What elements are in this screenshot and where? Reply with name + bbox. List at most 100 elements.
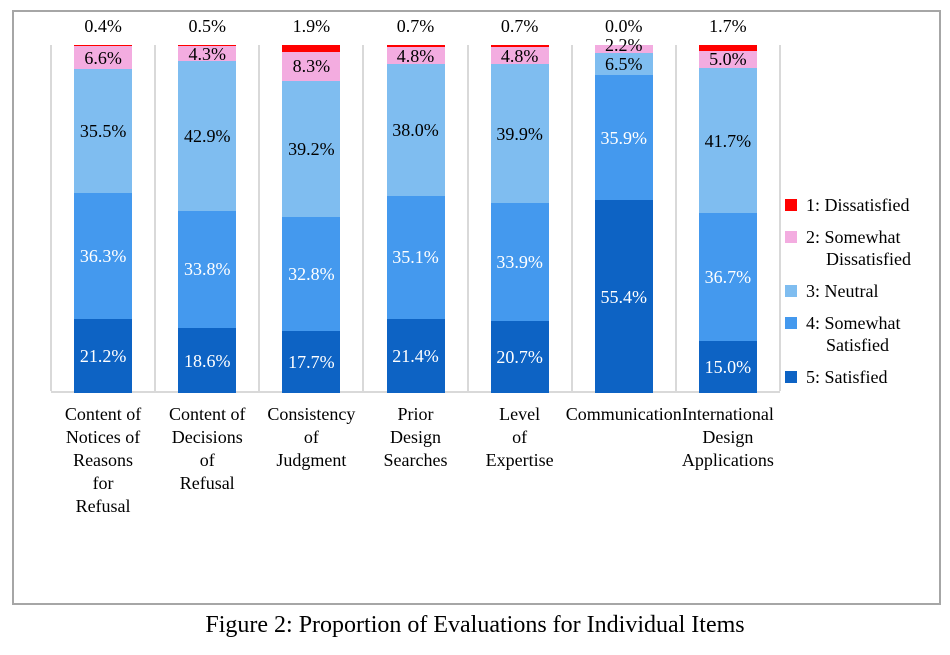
category-label-line: of [199, 450, 215, 470]
legend-label-line: 5: Satisfied [806, 367, 888, 387]
data-label-series5: 21.4% [392, 345, 439, 366]
legend-swatch-icon [785, 317, 797, 329]
data-label-series4: 35.1% [392, 247, 439, 268]
bar-3: 17.7% 32.8% 39.2% 8.3% 1.9% [282, 16, 341, 393]
legend-item-4: 4: Somewhat Satisfied [785, 312, 941, 356]
data-label-series3: 38.0% [392, 120, 439, 141]
figure-caption: Figure 2: Proportion of Evaluations for … [205, 612, 745, 638]
segment-series5 [178, 328, 237, 393]
bar-7: 15.0% 36.7% 41.7% 5.0% 1.7% [698, 16, 757, 393]
segment-series4 [490, 202, 549, 321]
data-label-series2: 4.8% [500, 45, 539, 66]
category-label-4: Prior Design Searches [354, 403, 478, 472]
segment-series2 [74, 46, 133, 70]
segment-series1 [178, 44, 237, 47]
data-label-series2: 6.6% [84, 47, 122, 68]
data-label-series1: 0.0% [605, 16, 643, 36]
legend-label: 5: Satisfied [806, 366, 888, 388]
gridline [466, 45, 469, 391]
data-label-series2: 2.2% [605, 35, 643, 55]
segment-series3 [698, 67, 757, 214]
segment-series3 [386, 64, 445, 197]
data-label-series5: 55.4% [600, 286, 648, 307]
category-label-1: Content of Notices of Reasons for Refusal [41, 403, 165, 518]
data-label-series4: 32.8% [288, 264, 335, 285]
data-label-series3: 35.5% [79, 121, 127, 142]
data-label-series4: 35.9% [600, 127, 648, 148]
segment-series3 [490, 64, 549, 203]
category-label-line: of [303, 427, 319, 447]
data-label-series5: 18.6% [183, 350, 231, 371]
data-label-series3: 6.5% [605, 53, 643, 74]
category-label-line: Communication [565, 404, 682, 424]
segment-series5 [490, 320, 549, 393]
segment-series5 [74, 319, 133, 393]
segment-series1 [386, 45, 445, 48]
category-label-3: Consistency of Judgment [249, 403, 373, 472]
legend-swatch-icon [785, 231, 797, 243]
gridline [154, 45, 157, 391]
category-label-line: Notices of [65, 427, 141, 447]
category-label-line: Refusal [75, 496, 131, 516]
category-label-2: Content of Decisions of Refusal [145, 403, 269, 495]
category-label-line: Refusal [179, 473, 235, 493]
bar-4: 21.4% 35.1% 38.0% 4.8% 0.7% [386, 16, 445, 393]
category-label-line: Applications [681, 450, 774, 470]
segment-series1 [282, 45, 341, 52]
segment-series3 [594, 52, 653, 76]
category-label-line: Searches [383, 450, 448, 470]
data-label-series3: 41.7% [704, 130, 752, 151]
legend-label-line: 4: Somewhat [806, 313, 901, 333]
segment-series2 [594, 45, 653, 53]
segment-series1 [74, 45, 133, 47]
data-label-series1: 0.7% [396, 16, 435, 36]
legend: 1: Dissatisfied 2: Somewhat Dissatisfied 3:… [785, 194, 941, 398]
data-label-series1: 1.7% [709, 16, 747, 36]
segment-series2 [386, 47, 445, 65]
category-label-line: of [512, 427, 528, 447]
legend-label: 4: Somewhat Satisfied [806, 312, 901, 356]
data-label-series4: 36.7% [704, 266, 752, 287]
segment-series2 [178, 46, 237, 62]
plot-area: 21.2% 36.3% 35.5% 6.6% 0.4% 18.6% 33.8% 42.9% 4.… [50, 16, 781, 393]
category-label-line: International [681, 404, 774, 424]
data-label-series2: 8.3% [292, 56, 331, 77]
segment-series1 [490, 45, 549, 48]
bar-2: 18.6% 33.8% 42.9% 4.3% 0.5% [178, 16, 237, 393]
segment-series3 [178, 61, 237, 211]
legend-label-line: 2: Somewhat [806, 227, 901, 247]
bar-6: 55.4% 35.9% 6.5% 2.2% 0.0% [594, 16, 653, 393]
gridline [50, 45, 52, 391]
data-label-series3: 39.2% [288, 139, 335, 160]
category-label-line: for [92, 473, 114, 493]
data-label-series2: 5.0% [709, 49, 747, 70]
segment-series5 [282, 331, 341, 393]
gridline [258, 45, 261, 391]
data-label-series4: 33.8% [183, 259, 231, 280]
legend-item-1: 1: Dissatisfied [785, 194, 941, 216]
category-label-line: Expertise [485, 450, 554, 470]
segment-series3 [282, 80, 341, 218]
chart-frame: 21.2% 36.3% 35.5% 6.6% 0.4% 18.6% 33.8% 42.9% 4.… [12, 10, 941, 605]
segment-series4 [594, 75, 653, 201]
legend-swatch-icon [785, 285, 797, 297]
category-label-line: Content of [168, 404, 246, 424]
data-label-series5: 21.2% [79, 346, 127, 367]
data-label-series3: 39.9% [496, 123, 543, 144]
legend-label-line: Dissatisfied [826, 249, 911, 269]
category-label-line: Design [390, 427, 441, 447]
data-label-series4: 33.9% [496, 251, 543, 272]
gridline [570, 45, 573, 391]
legend-item-2: 2: Somewhat Dissatisfied [785, 226, 941, 270]
gridline [674, 45, 677, 391]
data-label-series2: 4.8% [396, 45, 435, 66]
data-label-series1: 0.5% [188, 16, 226, 36]
category-label-5: Level of Expertise [458, 403, 582, 472]
segment-series5 [594, 200, 653, 393]
category-label-line: Prior [397, 404, 434, 424]
legend-label: 1: Dissatisfied [806, 194, 910, 216]
legend-label-line: 3: Neutral [806, 281, 879, 301]
legend-label: 2: Somewhat Dissatisfied [806, 226, 911, 270]
category-label-line: Judgment [276, 450, 347, 470]
data-label-series5: 15.0% [704, 356, 752, 377]
